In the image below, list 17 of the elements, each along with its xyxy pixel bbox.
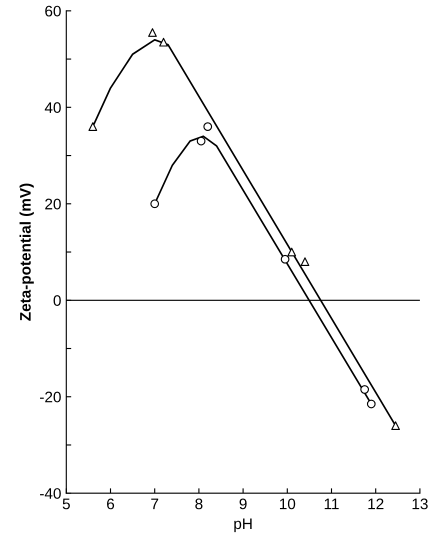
y-tick-label: -20 <box>40 392 61 402</box>
y-tick-label: 20 <box>45 198 61 210</box>
x-tick-label: 12 <box>368 498 384 510</box>
y-tick-label: 60 <box>45 6 61 17</box>
y-axis-title: Zeta-potential (mV) <box>20 184 34 321</box>
y-tick-label: -40 <box>40 488 61 499</box>
x-tick-label: 8 <box>195 498 202 510</box>
x-axis-title: pH <box>234 518 252 532</box>
x-tick-label: 9 <box>240 498 247 510</box>
x-tick-label: 6 <box>107 498 114 510</box>
y-tick-label: 0 <box>54 295 61 306</box>
x-tick-label: 5 <box>62 498 70 510</box>
x-tick-label: 13 <box>412 498 428 510</box>
x-tick-label: 7 <box>151 498 158 510</box>
x-tick-label: 10 <box>280 498 296 510</box>
x-tick-label: 11 <box>324 498 339 510</box>
y-tick-label: 40 <box>44 102 61 113</box>
